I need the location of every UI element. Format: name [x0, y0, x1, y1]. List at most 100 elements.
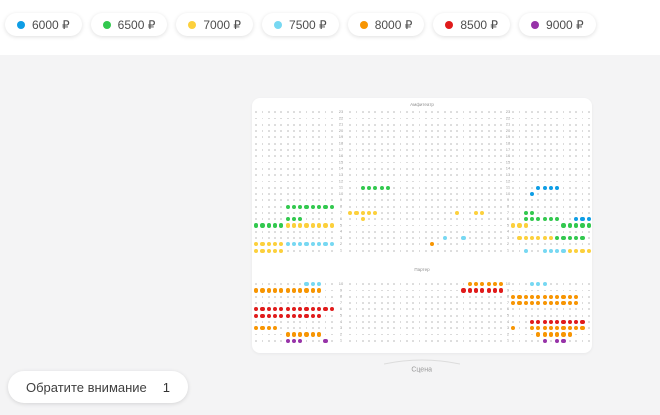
- seat[interactable]: [555, 338, 560, 343]
- seat[interactable]: [467, 288, 472, 293]
- seat[interactable]: [529, 210, 535, 215]
- seat[interactable]: [304, 307, 309, 312]
- seat[interactable]: [291, 223, 297, 228]
- seat[interactable]: [304, 332, 309, 337]
- seat[interactable]: [542, 338, 547, 343]
- seat[interactable]: [285, 223, 290, 228]
- seat[interactable]: [291, 332, 297, 337]
- seat[interactable]: [317, 282, 322, 287]
- seat[interactable]: [260, 248, 265, 253]
- seat[interactable]: [310, 223, 315, 228]
- seat[interactable]: [279, 307, 284, 312]
- seat[interactable]: [317, 307, 322, 312]
- seat[interactable]: [291, 242, 297, 247]
- seat[interactable]: [304, 282, 309, 287]
- seat[interactable]: [523, 210, 528, 215]
- seat[interactable]: [480, 288, 485, 293]
- seat[interactable]: [329, 204, 334, 209]
- seat[interactable]: [473, 288, 479, 293]
- price-filter-8000[interactable]: 8000 ₽: [347, 13, 425, 36]
- seat[interactable]: [467, 282, 472, 287]
- seat[interactable]: [542, 282, 547, 287]
- seat-map[interactable]: Амфитеатр 23 22 21 20 19 18 17 16 15 14 13 12 11 10 9 8 7…: [252, 98, 592, 353]
- seat[interactable]: [492, 288, 498, 293]
- seat[interactable]: [385, 185, 391, 190]
- seat[interactable]: [442, 235, 447, 241]
- seat[interactable]: [567, 332, 572, 337]
- seat[interactable]: [480, 282, 485, 287]
- seat[interactable]: [529, 217, 535, 222]
- seat[interactable]: [580, 217, 585, 222]
- seat[interactable]: [567, 223, 572, 228]
- seat[interactable]: [586, 217, 591, 222]
- seat[interactable]: [285, 313, 290, 318]
- seat[interactable]: [574, 294, 579, 299]
- seat[interactable]: [486, 282, 491, 287]
- seat[interactable]: [260, 313, 265, 318]
- seat[interactable]: [536, 235, 541, 241]
- seat[interactable]: [580, 326, 585, 331]
- seat[interactable]: [574, 248, 579, 253]
- seat[interactable]: [366, 210, 372, 215]
- seat[interactable]: [561, 294, 566, 299]
- seat[interactable]: [291, 204, 297, 209]
- seat[interactable]: [536, 185, 541, 190]
- seat[interactable]: [536, 319, 541, 325]
- seat[interactable]: [298, 338, 303, 343]
- seat[interactable]: [291, 288, 297, 293]
- seat[interactable]: [523, 248, 528, 253]
- seat[interactable]: [511, 223, 516, 228]
- seat[interactable]: [279, 248, 284, 253]
- seat[interactable]: [298, 204, 303, 209]
- seat[interactable]: [574, 319, 579, 325]
- price-filter-6500[interactable]: 6500 ₽: [90, 13, 168, 36]
- seat[interactable]: [373, 185, 378, 190]
- seat[interactable]: [542, 248, 547, 253]
- seat[interactable]: [523, 217, 528, 222]
- seat[interactable]: [298, 288, 303, 293]
- seat[interactable]: [536, 294, 541, 299]
- seat[interactable]: [561, 248, 566, 253]
- seat[interactable]: [323, 307, 328, 312]
- seat[interactable]: [561, 223, 566, 228]
- seat[interactable]: [298, 242, 303, 247]
- seat[interactable]: [298, 223, 303, 228]
- seat[interactable]: [329, 307, 334, 312]
- seat[interactable]: [310, 204, 315, 209]
- seat[interactable]: [272, 288, 278, 293]
- seat[interactable]: [574, 326, 579, 331]
- seat[interactable]: [499, 282, 504, 287]
- seat[interactable]: [486, 288, 491, 293]
- seat[interactable]: [272, 248, 278, 253]
- seat[interactable]: [254, 307, 259, 312]
- seat[interactable]: [310, 307, 315, 312]
- seat[interactable]: [285, 338, 290, 343]
- seat[interactable]: [291, 307, 297, 312]
- seat[interactable]: [298, 313, 303, 318]
- seat[interactable]: [548, 332, 554, 337]
- seat[interactable]: [291, 313, 297, 318]
- seat[interactable]: [285, 332, 290, 337]
- seat[interactable]: [499, 288, 504, 293]
- seat[interactable]: [567, 248, 572, 253]
- seat[interactable]: [536, 326, 541, 331]
- seat[interactable]: [523, 235, 528, 241]
- seat[interactable]: [574, 235, 579, 241]
- seat[interactable]: [517, 300, 522, 306]
- seat[interactable]: [310, 332, 315, 337]
- seat[interactable]: [529, 235, 535, 241]
- seat[interactable]: [517, 294, 522, 299]
- seat[interactable]: [567, 294, 572, 299]
- seat[interactable]: [279, 313, 284, 318]
- seat[interactable]: [529, 300, 535, 306]
- seat[interactable]: [517, 235, 522, 241]
- seat[interactable]: [580, 248, 585, 253]
- seat[interactable]: [542, 326, 547, 331]
- seat[interactable]: [542, 185, 547, 190]
- seat[interactable]: [266, 248, 271, 253]
- seat[interactable]: [304, 288, 309, 293]
- seat[interactable]: [555, 185, 560, 190]
- seat[interactable]: [455, 210, 460, 215]
- seat[interactable]: [542, 235, 547, 241]
- seat[interactable]: [279, 223, 284, 228]
